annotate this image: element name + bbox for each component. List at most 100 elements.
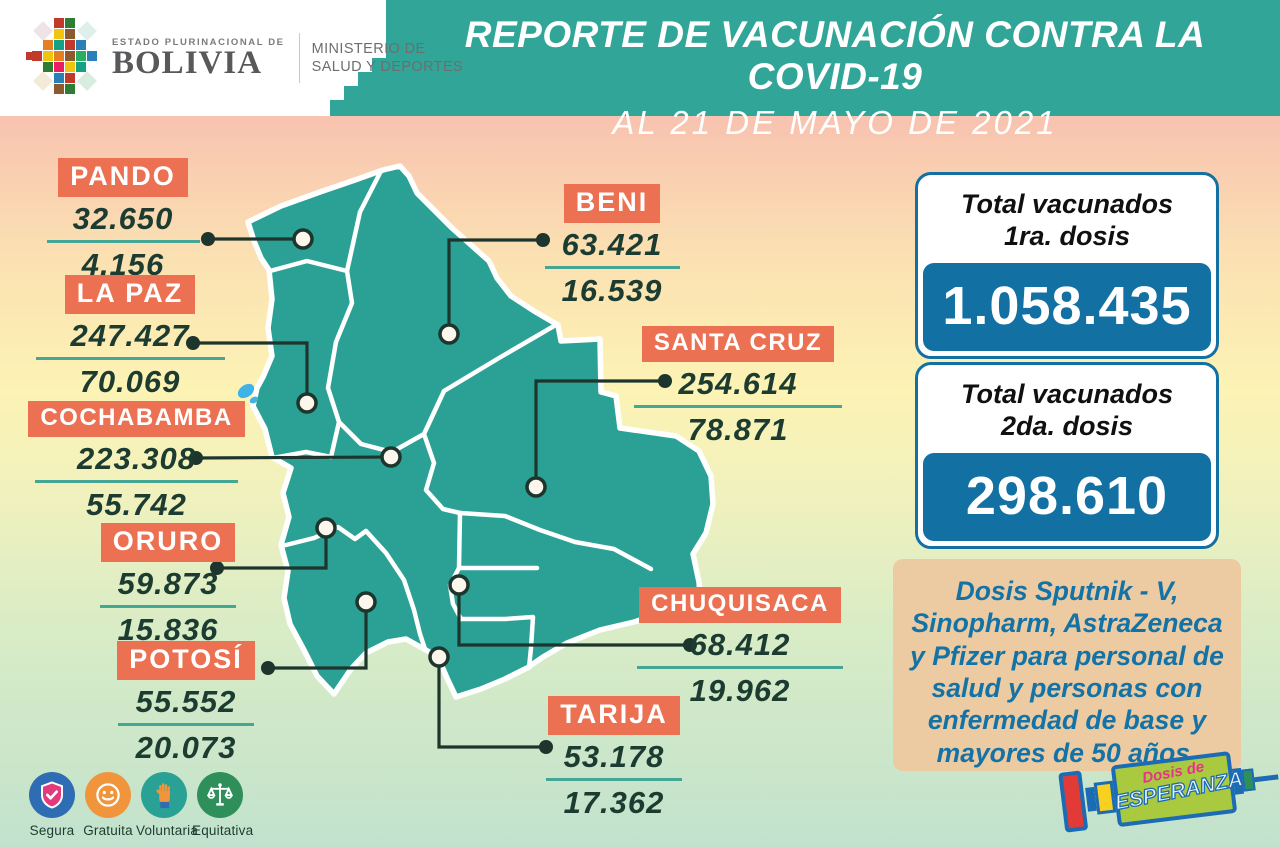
map-marker-santa-cruz [525, 476, 547, 498]
dose-divider [35, 357, 225, 360]
dose2-value: 17.362 [563, 785, 665, 820]
vaccination-principles: Segura Gratuita [24, 772, 254, 838]
report-subtitle: AL 21 DE MAYO DE 2021 [612, 104, 1058, 141]
principle-equitativa: Equitativa [192, 772, 254, 838]
dose-divider [633, 405, 843, 408]
map-marker-cochabamba [380, 446, 402, 468]
dose2-value: 4.156 [81, 247, 165, 282]
principle-label: Gratuita [83, 823, 133, 838]
dept-badge: LA PAZ [64, 275, 196, 314]
map-marker-chuquisaca [448, 574, 470, 596]
bolivia-state-emblem [26, 18, 97, 94]
dose1-value: 223.308 [76, 441, 197, 476]
dept-badge: PANDO [58, 158, 188, 197]
dept-block-cochabamba: COCHABAMBA 223.308 55.742 [24, 401, 249, 520]
dose2-value: 20.073 [135, 730, 237, 765]
balance-scales-icon [197, 772, 243, 818]
syringe-body: Dosis de ESPERANZA [1110, 751, 1245, 828]
total-label-line1: Total vacunados [960, 379, 1174, 409]
dose1-value: 32.650 [72, 201, 174, 236]
dose1-value: 55.552 [135, 684, 237, 719]
vaccine-info-text: Dosis Sputnik - V, Sinopharm, AstraZenec… [910, 576, 1224, 768]
dept-block-chuquisaca: CHUQUISACA 68.412 19.962 [626, 587, 854, 706]
dept-badge: POTOSÍ [117, 641, 255, 680]
dose-divider [637, 666, 843, 669]
dose2-value: 78.871 [687, 412, 789, 447]
vaccine-info-box: Dosis Sputnik - V, Sinopharm, AstraZenec… [893, 559, 1241, 771]
principle-label: Voluntaria [136, 823, 199, 838]
dept-badge: TARIJA [548, 696, 680, 735]
department-borders [267, 168, 654, 671]
total-second-dose-value: 298.610 [923, 452, 1211, 541]
dose2-value: 16.539 [561, 273, 663, 308]
logo-estado-text: ESTADO PLURINACIONAL DE [112, 36, 285, 48]
header-logo-panel [0, 0, 386, 116]
principle-label: Equitativa [192, 823, 254, 838]
dose1-value: 254.614 [678, 366, 798, 401]
logo-country-text: BOLIVIA [112, 44, 263, 81]
principle-label: Segura [29, 823, 75, 838]
dose2-value: 55.742 [86, 487, 187, 522]
map-marker-beni [438, 323, 460, 345]
smiley-icon [85, 772, 131, 818]
total-second-dose-box: Total vacunados 2da. dosis 298.610 [915, 362, 1219, 549]
dept-badge: BENI [563, 184, 661, 223]
dose1-value: 53.178 [563, 739, 665, 774]
total-label-line2: 2da. dosis [1000, 411, 1134, 442]
dose1-value: 68.412 [689, 627, 791, 662]
dept-block-beni: BENI 63.421 16.539 [537, 184, 687, 306]
header-bar: ESTADO PLURINACIONAL DE BOLIVIA MINISTER… [0, 0, 1280, 141]
dose-divider [99, 605, 237, 608]
dept-badge: ORURO [100, 523, 236, 562]
total-first-dose-box: Total vacunados 1ra. dosis 1.058.435 [915, 172, 1219, 359]
ministry-line2: SALUD Y DEPORTES [311, 59, 464, 75]
dept-badge: SANTA CRUZ [641, 326, 835, 362]
dept-block-oruro: ORURO 59.873 15.836 [92, 523, 244, 645]
dose-divider [544, 266, 680, 269]
dept-block-pando: PANDO 32.650 4.156 [38, 158, 208, 280]
dept-block-santa-cruz: SANTA CRUZ 254.614 78.871 [622, 326, 854, 445]
dose-divider [35, 480, 238, 483]
principle-gratuita: Gratuita [80, 772, 136, 838]
dose1-value: 247.427 [70, 318, 190, 353]
ministry-line1: MINISTERIO DE [311, 40, 426, 57]
dose1-value: 59.873 [117, 566, 219, 601]
dept-badge: CHUQUISACA [639, 587, 841, 623]
map-marker-potosi [355, 591, 377, 613]
principle-segura: Segura [24, 772, 80, 838]
connector-lines [193, 237, 690, 749]
total-first-dose-value: 1.058.435 [923, 262, 1211, 351]
shield-check-icon [29, 772, 75, 818]
dose2-value: 15.836 [117, 612, 219, 647]
dept-block-la-paz: LA PAZ 247.427 70.069 [25, 275, 235, 397]
report-title: REPORTE DE VACUNACIÓN CONTRA LA COVID-19 [464, 14, 1206, 97]
raised-hand-icon [141, 772, 187, 818]
map-markers [292, 228, 547, 668]
dept-block-potosi: POTOSÍ 55.552 20.073 [110, 641, 262, 763]
logo-ministry-text: MINISTERIO DE SALUD Y DEPORTES [312, 40, 463, 76]
syringe-needle [1254, 773, 1279, 782]
total-label-line2: 1ra. dosis [1003, 221, 1131, 252]
map-marker-tarija [428, 646, 450, 668]
connector-dots [186, 232, 697, 754]
total-first-dose-label: Total vacunados 1ra. dosis [923, 180, 1211, 263]
map-marker-pando [292, 228, 314, 250]
logo-divider [298, 33, 300, 83]
principle-voluntaria: Voluntaria [136, 772, 199, 838]
map-marker-oruro [315, 517, 337, 539]
dept-badge: COCHABAMBA [28, 401, 245, 437]
lake-titicaca [237, 383, 259, 404]
dose-divider [46, 240, 200, 243]
dept-block-tarija: TARIJA 53.178 17.362 [538, 696, 690, 818]
dose2-value: 19.962 [689, 673, 791, 708]
dose-divider [117, 723, 255, 726]
total-second-dose-label: Total vacunados 2da. dosis [923, 370, 1211, 453]
dose1-value: 63.421 [561, 227, 663, 262]
dose2-value: 70.069 [79, 364, 181, 399]
total-label-line1: Total vacunados [960, 189, 1174, 219]
report-title-block: REPORTE DE VACUNACIÓN CONTRA LA COVID-19… [400, 0, 1270, 141]
dose-divider [545, 778, 683, 781]
map-marker-la-paz [296, 392, 318, 414]
